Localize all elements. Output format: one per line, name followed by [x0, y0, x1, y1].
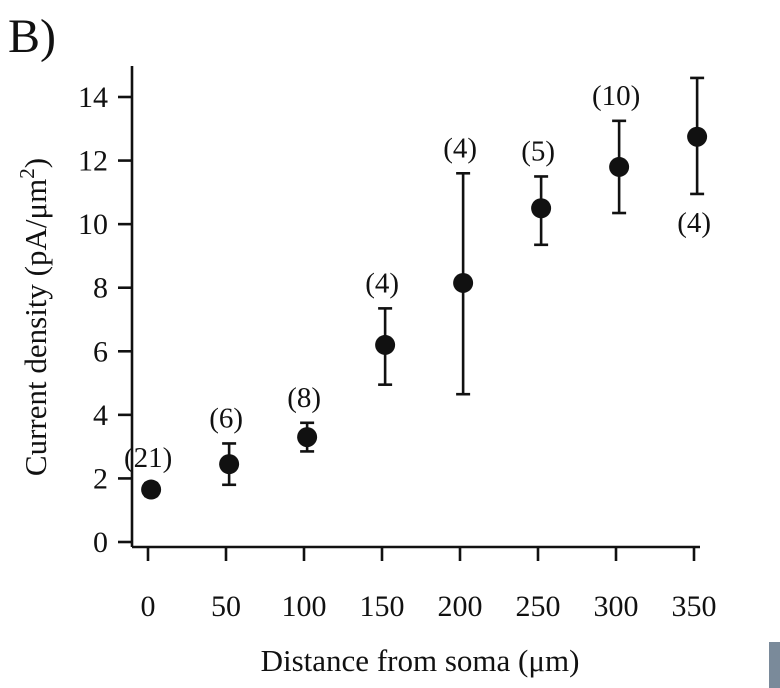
x-tick-label: 250 [516, 590, 561, 623]
y-tick-label: 12 [78, 145, 108, 178]
y-tick-label: 6 [93, 335, 108, 368]
x-tick-label: 300 [594, 590, 639, 623]
data-point [141, 479, 162, 500]
data-point [375, 334, 396, 355]
data-point [453, 272, 474, 293]
sample-size-label: (4) [365, 267, 399, 299]
x-tick-label: 100 [282, 590, 327, 623]
y-tick-label: 8 [93, 272, 108, 305]
sample-size-label: (4) [443, 132, 477, 164]
data-point [687, 126, 708, 147]
y-ticks: 0 2 4 6 8 10 12 14 [78, 81, 132, 559]
sample-size-label: (4) [677, 207, 711, 239]
sample-size-label: (21) [124, 442, 172, 474]
y-tick-label: 2 [93, 462, 108, 495]
y-axis-title-main: Current density (pA/μm [18, 179, 53, 476]
plot-area: 0 2 4 6 8 10 12 14 0 50 100 150 200 250 300 350 (21) (6… [78, 66, 717, 623]
y-tick-label: 10 [78, 208, 108, 241]
y-tick-label: 0 [93, 526, 108, 559]
x-axis-title: Distance from soma (μm) [261, 643, 580, 678]
y-axis-title: Current density (pA/μm2) [15, 158, 53, 476]
panel-label: B) [8, 10, 56, 63]
x-tick-label: 150 [360, 590, 405, 623]
sample-size-label: (8) [287, 382, 321, 414]
x-ticks: 0 50 100 150 200 250 300 350 [141, 547, 717, 623]
data-series: (21) (6) (8) (4) (4) (5) (10) (4) [124, 76, 711, 500]
sample-size-label: (6) [209, 402, 243, 434]
y-tick-label: 14 [78, 81, 108, 114]
x-tick-label: 0 [141, 590, 156, 623]
x-tick-label: 50 [211, 590, 241, 623]
sample-size-label: (5) [521, 135, 555, 167]
corner-scroll-mark [769, 642, 780, 688]
data-point [297, 427, 318, 448]
data-point [531, 198, 552, 219]
y-tick-label: 4 [93, 399, 108, 432]
x-tick-label: 200 [438, 590, 483, 623]
sample-size-label: (10) [592, 80, 640, 112]
x-tick-label: 350 [672, 590, 717, 623]
data-point [219, 454, 240, 475]
y-axis-title-superscript: 2 [15, 168, 39, 179]
y-axis-title-close: ) [18, 158, 53, 168]
data-point [609, 156, 630, 177]
